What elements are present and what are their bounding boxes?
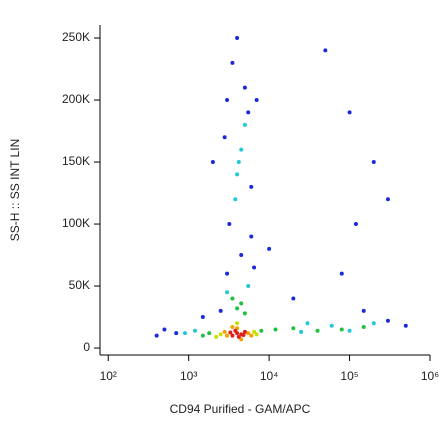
point [230,60,235,65]
y-axis-label: SS-H :: SS INT LIN [8,139,22,241]
point [182,331,187,336]
point [239,301,244,306]
y-tick-label: 50K [69,278,90,292]
point [218,308,223,313]
point [252,265,257,270]
point [222,135,227,140]
point [385,197,390,202]
point [233,328,238,333]
point [225,98,230,103]
point [154,333,159,338]
x-tick-label: 10⁶ [421,369,439,383]
point [323,48,328,53]
point [236,334,241,339]
point [162,327,167,332]
point [200,315,205,320]
point [242,329,247,334]
point [235,172,240,177]
point [235,36,240,41]
point [267,246,272,251]
point [385,318,390,323]
point [246,284,251,289]
x-tick-label: 10³ [180,369,197,383]
point [174,331,179,336]
point [291,326,296,331]
point [239,253,244,258]
point [361,324,366,329]
point [252,329,257,334]
point [239,337,244,342]
point [371,160,376,165]
point [305,321,310,326]
point [347,328,352,333]
point [242,311,247,316]
x-tick-label: 10² [100,369,117,383]
point [225,333,230,338]
y-tick-label: 150K [62,154,90,168]
point [241,333,246,338]
x-tick-label: 10⁴ [260,369,279,383]
point [227,222,232,227]
point [353,222,358,227]
point [329,323,334,328]
point [339,327,344,332]
point [218,332,223,337]
point [207,331,212,336]
x-axis-label: CD94 Purified - GAM/APC [170,402,311,416]
point [230,333,235,338]
point [403,323,408,328]
point [214,334,219,339]
point [222,329,227,334]
point [228,330,233,335]
point [259,328,264,333]
point [361,308,366,313]
point [246,110,251,115]
point [233,197,238,202]
point [242,85,247,90]
point [225,290,230,295]
point [239,147,244,152]
y-tick-label: 0 [83,340,90,354]
point [339,271,344,276]
point [210,160,215,165]
point [230,324,235,329]
point [236,160,241,165]
point [291,296,296,301]
y-tick-label: 250K [62,30,90,44]
point [273,327,278,332]
point [235,321,240,326]
y-tick-label: 200K [62,92,90,106]
x-tick-label: 10⁵ [340,369,358,383]
point [315,328,320,333]
point [193,328,198,333]
y-tick-label: 100K [62,216,90,230]
point [200,333,205,338]
point [347,110,352,115]
point [249,333,254,338]
point [225,271,230,276]
point [371,321,376,326]
point [249,184,254,189]
point [235,306,240,311]
point [254,332,259,337]
point [299,329,304,334]
point [242,122,247,127]
point [246,331,251,336]
point [254,98,259,103]
point [230,296,235,301]
point [249,234,254,239]
